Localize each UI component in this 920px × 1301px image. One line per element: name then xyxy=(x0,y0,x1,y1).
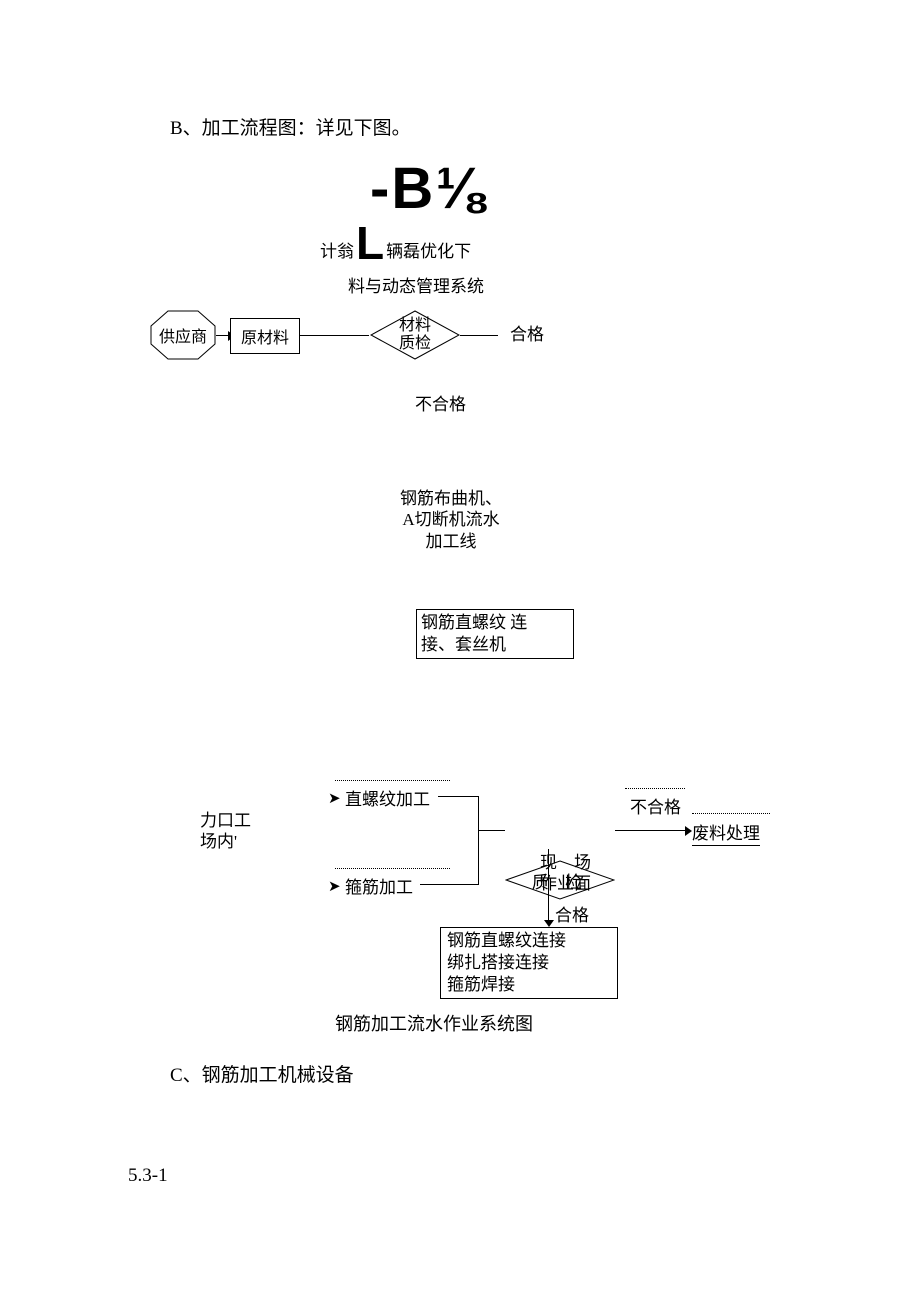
site-l2: 场内' xyxy=(200,831,251,852)
fail2-label: 不合格 xyxy=(630,793,681,818)
pass2-label: 合格 xyxy=(555,901,589,926)
footer-pagenum: 5.3-1 xyxy=(128,1165,168,1187)
qc1-node: 材料 质检 xyxy=(370,310,460,360)
edge-qc2-down xyxy=(548,849,549,920)
heading-c-text: C、钢筋加工机械设备 xyxy=(170,1065,354,1086)
edge-raw-qc xyxy=(299,335,369,336)
conn-l3: 箍筋焊接 xyxy=(447,974,611,996)
heading-c: C、钢筋加工机械设备 xyxy=(170,1060,354,1087)
arrow-stirrup-proc: ➤ xyxy=(328,877,341,896)
qc1-label-l2: 质检 xyxy=(399,335,431,353)
calc-line1: 计翁 L 辆磊优化下 xyxy=(320,225,471,262)
thread-l2: 接、套丝机 xyxy=(421,634,569,656)
calc-line1-right: 辆磊优化下 xyxy=(386,237,471,262)
edge-qc2-waste xyxy=(615,830,685,831)
line-join-v xyxy=(478,796,479,885)
thread-box: 钢筋直螺纹 连 接、套丝机 xyxy=(416,609,574,659)
bend-l3: 加工线 xyxy=(400,531,502,552)
qc1-label: 材料 质检 xyxy=(370,310,460,360)
site-label: 力口工 场内' xyxy=(200,810,251,853)
calc-line2: 料与动态管理系统 xyxy=(348,272,484,297)
conn-box: 钢筋直螺纹连接 绑扎搭接连接 箍筋焊接 xyxy=(440,927,618,999)
bend-l1: 钢筋布曲机、 xyxy=(400,488,502,509)
heading-b: B、加工流程图：详见下图。 xyxy=(170,113,411,140)
dotted-waste xyxy=(692,813,770,814)
raw-material-label: 原材料 xyxy=(241,324,289,348)
proc-thread: 直螺纹加工 xyxy=(345,785,430,810)
arrow-thread-proc: ➤ xyxy=(328,789,341,808)
flow-caption: 钢筋加工流水作业系统图 xyxy=(335,1010,533,1036)
bend-block: 钢筋布曲机、 A切断机流水 加工线 xyxy=(400,488,502,552)
waste-text: 废料处理 xyxy=(692,824,760,843)
big-fragment-text: -B⅛ xyxy=(370,156,486,221)
calc-line1-left: 计翁 xyxy=(320,237,354,262)
thread-l1: 钢筋直螺纹 连 xyxy=(421,612,569,634)
pass-label: 合格 xyxy=(510,320,544,345)
big-L: L xyxy=(356,225,384,262)
qc1-label-l1: 材料 xyxy=(399,317,431,335)
line-to-qc2 xyxy=(478,830,505,831)
supplier-node: 供应商 xyxy=(150,310,216,360)
conn-l2: 绑扎搭接连接 xyxy=(447,952,611,974)
proc-stirrup: 箍筋加工 xyxy=(345,873,413,898)
waste-node: 废料处理 xyxy=(692,819,760,846)
heading-b-text: B、加工流程图：详见下图。 xyxy=(170,118,411,139)
supplier-label: 供应商 xyxy=(150,310,216,360)
conn-l1: 钢筋直螺纹连接 xyxy=(447,930,611,952)
raw-material-node: 原材料 xyxy=(230,318,300,354)
dotted-lower xyxy=(335,868,450,869)
site-l1: 力口工 xyxy=(200,810,251,831)
dotted-fail2 xyxy=(625,788,685,789)
bend-l2: A切断机流水 xyxy=(400,509,502,530)
line-stirrup-right xyxy=(420,884,478,885)
fail-label: 不合格 xyxy=(415,390,466,415)
dotted-upper xyxy=(335,780,450,781)
line-thread-right xyxy=(438,796,478,797)
edge-qc-pass xyxy=(460,335,498,336)
big-fragment: -B⅛ xyxy=(370,155,486,222)
edge-supplier-raw xyxy=(216,335,228,336)
